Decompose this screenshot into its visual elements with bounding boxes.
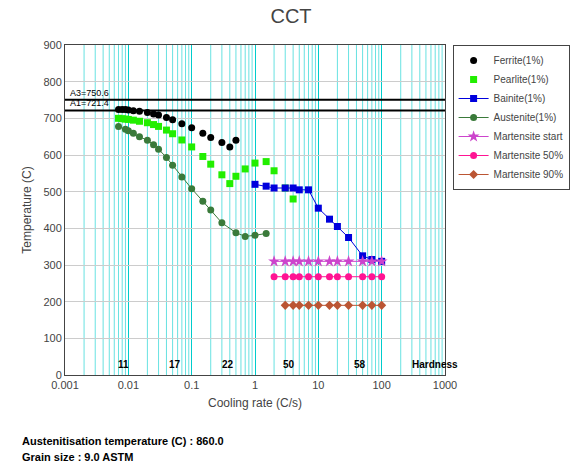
svg-text:50: 50 bbox=[283, 359, 295, 370]
svg-text:400: 400 bbox=[43, 222, 61, 234]
svg-text:0.01: 0.01 bbox=[118, 379, 139, 391]
svg-text:A1=721.4: A1=721.4 bbox=[70, 98, 109, 108]
svg-text:Martensite start: Martensite start bbox=[494, 131, 563, 142]
svg-text:800: 800 bbox=[43, 76, 61, 88]
svg-text:700: 700 bbox=[43, 112, 61, 124]
svg-text:Martensite 90%: Martensite 90% bbox=[494, 169, 564, 180]
svg-text:Temperature (C): Temperature (C) bbox=[20, 166, 34, 253]
svg-text:Pearlite(1%): Pearlite(1%) bbox=[494, 74, 549, 85]
svg-text:Ferrite(1%): Ferrite(1%) bbox=[494, 55, 544, 66]
svg-text:600: 600 bbox=[43, 149, 61, 161]
svg-text:200: 200 bbox=[43, 296, 61, 308]
svg-text:0.1: 0.1 bbox=[184, 379, 199, 391]
svg-text:Martensite 50%: Martensite 50% bbox=[494, 150, 564, 161]
svg-text:0.001: 0.001 bbox=[51, 379, 79, 391]
svg-text:Cooling rate (C/s): Cooling rate (C/s) bbox=[208, 396, 302, 410]
svg-text:58: 58 bbox=[354, 359, 366, 370]
svg-text:Austenite(1%): Austenite(1%) bbox=[494, 112, 557, 123]
svg-text:CCT: CCT bbox=[270, 5, 311, 27]
svg-text:Grain size : 9.0 ASTM: Grain size : 9.0 ASTM bbox=[22, 451, 133, 463]
svg-text:Bainite(1%): Bainite(1%) bbox=[494, 93, 546, 104]
svg-text:500: 500 bbox=[43, 186, 61, 198]
svg-text:100: 100 bbox=[372, 379, 390, 391]
svg-text:1000: 1000 bbox=[433, 379, 457, 391]
svg-text:Austenitisation temperature (C: Austenitisation temperature (C) : 860.0 bbox=[22, 435, 224, 447]
svg-text:900: 900 bbox=[43, 39, 61, 51]
svg-text:22: 22 bbox=[222, 359, 234, 370]
svg-text:0: 0 bbox=[56, 369, 62, 381]
svg-text:Hardness: Hardness bbox=[412, 359, 458, 370]
svg-text:11: 11 bbox=[118, 359, 129, 370]
svg-text:1: 1 bbox=[252, 379, 258, 391]
svg-text:A3=750.6: A3=750.6 bbox=[70, 88, 109, 98]
svg-text:300: 300 bbox=[43, 259, 61, 271]
svg-text:10: 10 bbox=[312, 379, 324, 391]
svg-text:100: 100 bbox=[43, 332, 61, 344]
svg-text:17: 17 bbox=[169, 359, 181, 370]
